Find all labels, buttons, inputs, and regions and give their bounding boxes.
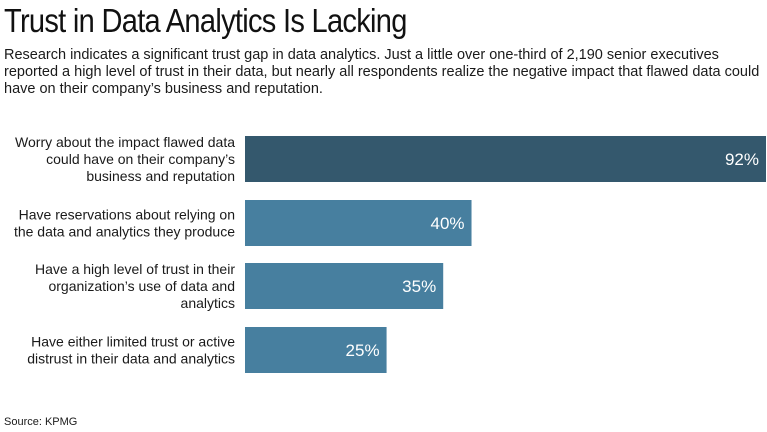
source-note: Source: KPMG — [4, 416, 78, 428]
bar-4 — [245, 327, 387, 373]
bar-2 — [245, 200, 472, 246]
value-label-2: 40% — [430, 214, 464, 233]
category-label-1: Worry about the impact flawed data could … — [15, 134, 235, 184]
value-label-4: 25% — [346, 341, 380, 360]
category-label-2: Have reservations about relying on the da… — [14, 207, 235, 240]
bar-3 — [245, 263, 444, 309]
chart-title: Trust in Data Analytics Is Lacking — [4, 2, 407, 39]
category-label-3: Have a high level of trust in their organ… — [35, 261, 235, 311]
chart-subtitle: Research indicates a significant trust g… — [4, 47, 760, 97]
value-label-3: 35% — [402, 277, 436, 296]
bar-1 — [245, 136, 766, 182]
value-label-1: 92% — [725, 150, 759, 169]
category-label-4: Have either limited trust or active distr… — [27, 334, 235, 367]
